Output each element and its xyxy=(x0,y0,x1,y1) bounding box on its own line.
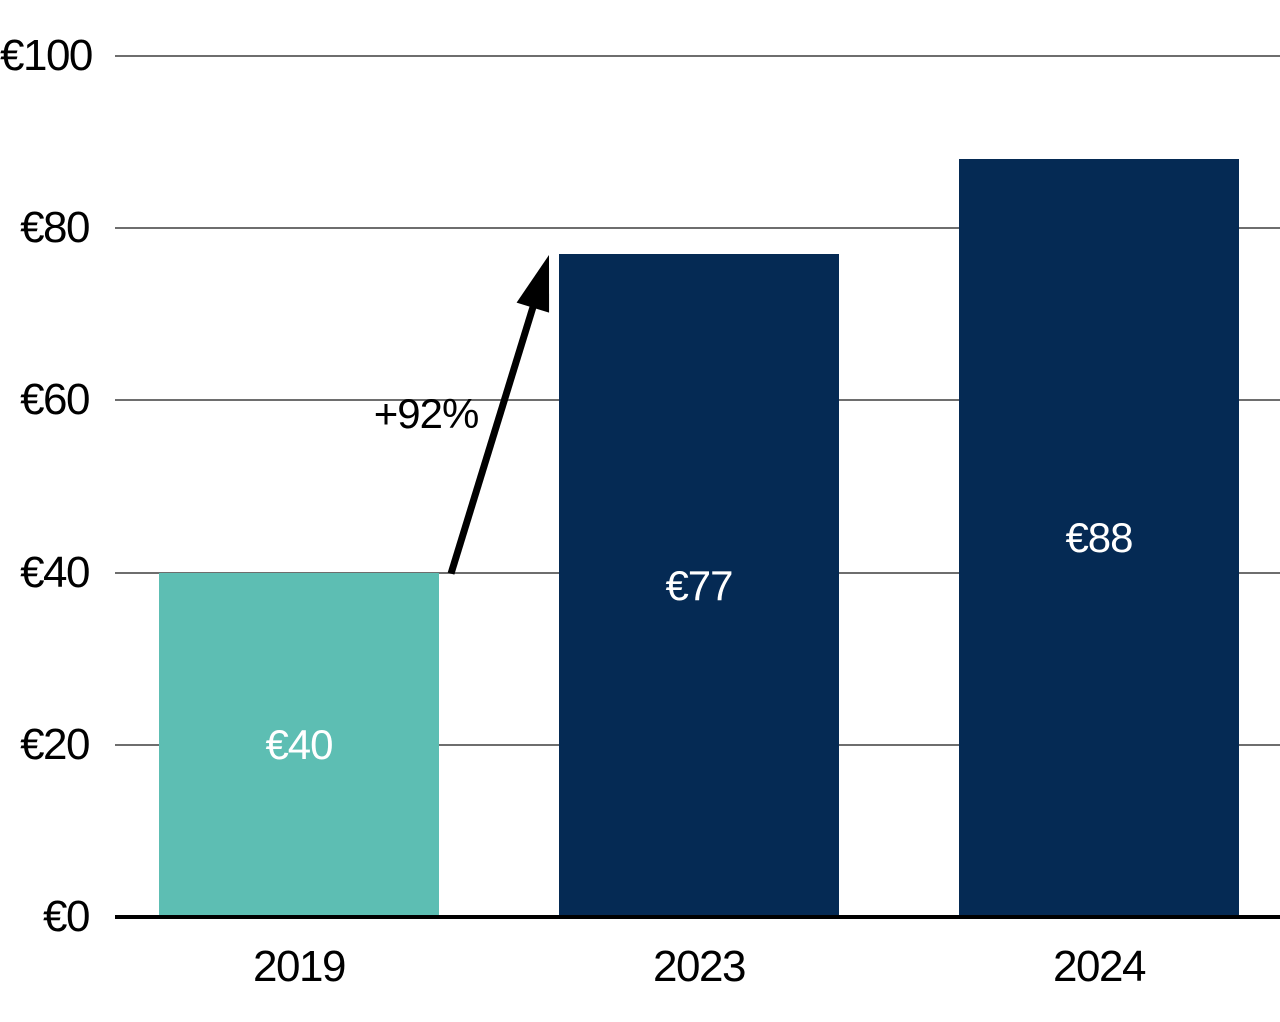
bar-2023: €77 xyxy=(559,254,839,917)
growth-arrow-head xyxy=(516,255,550,313)
bar-value-label: €77 xyxy=(665,561,733,609)
bar-value-label: €88 xyxy=(1065,514,1133,562)
y-axis-tick-label: €100 xyxy=(0,31,93,80)
x-axis-tick-label: 2024 xyxy=(1053,942,1146,991)
gridline-80 xyxy=(115,227,1280,230)
y-axis-tick-label: €20 xyxy=(20,719,90,769)
growth-arrow-shaft xyxy=(447,300,538,575)
x-axis-tick-label: 2019 xyxy=(253,942,346,991)
y-axis-tick-label: €40 xyxy=(20,547,90,597)
gridline-100 xyxy=(115,55,1280,57)
y-axis-tick-label: €80 xyxy=(20,203,90,253)
y-axis-tick-label: €0 xyxy=(43,892,90,941)
bar-2024: €88 xyxy=(959,159,1239,917)
x-axis-line xyxy=(115,915,1280,919)
growth-annotation-label: +92% xyxy=(373,390,480,437)
y-axis-tick-label: €60 xyxy=(20,375,90,425)
bar-2019: €40 xyxy=(159,572,439,917)
x-axis-tick-label: 2023 xyxy=(653,942,746,991)
bar-value-label: €40 xyxy=(265,720,333,768)
